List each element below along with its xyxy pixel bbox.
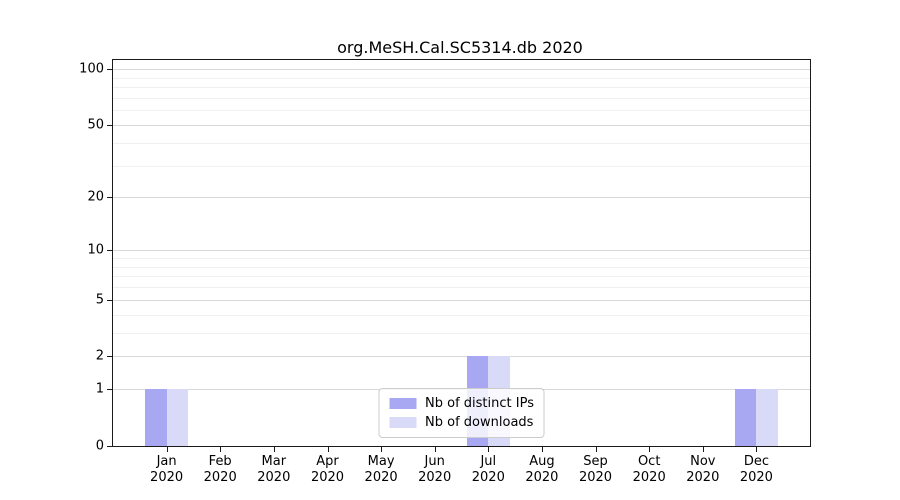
gridline-major [113, 197, 810, 199]
x-tick-year: 2020 [203, 470, 237, 485]
legend-label: Nb of distinct IPs [425, 396, 534, 411]
y-axis-tick-label: 0 [95, 438, 104, 454]
x-tick-mark [381, 447, 383, 452]
x-axis-tick-label: Nov 2020 [686, 454, 719, 486]
x-tick-year: 2020 [418, 470, 452, 485]
y-axis-tick-label: 20 [87, 189, 104, 205]
y-tick-mark [107, 250, 112, 252]
x-axis-tick-label: Dec 2020 [740, 454, 773, 486]
x-tick-year: 2020 [257, 470, 291, 485]
x-tick-month: Apr [316, 454, 339, 469]
x-axis-tick-label: Jun 2020 [418, 454, 451, 486]
gridline-major [113, 250, 810, 252]
gridline-minor [113, 266, 810, 268]
gridline-minor [113, 332, 810, 334]
x-axis-tick-label: Apr 2020 [311, 454, 344, 486]
x-tick-year: 2020 [686, 470, 720, 485]
legend-color-swatch-icon [389, 398, 417, 409]
x-tick-year: 2020 [471, 470, 505, 485]
x-tick-month: Mar [261, 454, 287, 469]
y-tick-mark [107, 389, 112, 391]
x-tick-year: 2020 [739, 470, 773, 485]
x-tick-mark [595, 447, 597, 452]
gridline-major [113, 69, 810, 71]
plot-area: 0 1 2 5 10 20 50 100 Jan 2020 Feb 2020 Mar 2020 Apr 20… [79, 59, 811, 485]
gridline-minor [113, 258, 810, 259]
x-axis-tick-label: Oct 2020 [633, 454, 666, 486]
bar-distinct-ips [145, 389, 167, 446]
x-tick-year: 2020 [364, 470, 398, 485]
gridline-major [113, 125, 810, 126]
gridline-minor [113, 110, 810, 112]
x-axis-tick-label: Mar 2020 [257, 454, 290, 486]
x-tick-month: Dec [743, 454, 769, 469]
x-tick-year: 2020 [578, 470, 613, 485]
y-axis-tick-label: 50 [87, 117, 104, 133]
y-tick-mark [107, 356, 112, 358]
x-tick-mark [488, 447, 490, 452]
x-tick-month: Nov [690, 454, 716, 469]
legend-label: Nb of downloads [425, 415, 534, 430]
x-tick-month: Sep [583, 454, 608, 469]
y-axis-tick-label: 10 [87, 242, 104, 258]
bar-distinct-ips [734, 389, 757, 446]
x-tick-mark [649, 447, 651, 452]
y-axis-tick-label: 100 [79, 61, 104, 77]
x-axis-tick-label: Feb 2020 [204, 454, 237, 486]
x-axis-tick-label: Jul 2020 [472, 454, 505, 486]
x-tick-month: Jun [424, 454, 445, 469]
x-tick-mark [541, 447, 543, 452]
x-tick-mark [434, 447, 436, 452]
gridline-minor [113, 314, 810, 316]
bar-downloads [756, 389, 778, 446]
gridline-minor [113, 87, 810, 89]
x-tick-mark [166, 447, 168, 452]
x-tick-mark [756, 447, 758, 452]
x-tick-year: 2020 [632, 470, 666, 485]
x-tick-year: 2020 [525, 470, 559, 485]
x-tick-year: 2020 [310, 470, 345, 485]
legend: Nb of distinct IPs Nb of downloads [378, 388, 545, 438]
x-tick-month: May [367, 454, 395, 469]
gridline-minor [113, 287, 810, 289]
x-tick-month: Aug [529, 454, 555, 469]
x-axis-tick-label: May 2020 [365, 454, 398, 486]
y-tick-mark [107, 69, 112, 71]
gridline-minor [113, 276, 810, 278]
x-tick-month: Jan [156, 454, 177, 469]
x-tick-mark [273, 447, 275, 452]
legend-item: Nb of downloads [389, 415, 534, 430]
gridline-minor [113, 97, 810, 99]
legend-color-swatch-icon [389, 417, 417, 428]
gridline-major [113, 356, 810, 358]
x-tick-year: 2020 [150, 470, 184, 485]
legend-item: Nb of distinct IPs [389, 396, 534, 411]
gridline-minor [113, 165, 810, 167]
y-tick-mark [107, 446, 112, 447]
x-tick-mark [220, 447, 222, 452]
x-axis-tick-label: Sep 2020 [579, 454, 612, 486]
x-axis-tick-label: Aug 2020 [525, 454, 558, 486]
y-axis-tick-label: 2 [95, 348, 104, 364]
y-tick-mark [107, 299, 112, 301]
x-tick-month: Feb [208, 454, 232, 469]
x-tick-month: Oct [637, 454, 661, 469]
gridline-minor [113, 142, 810, 144]
x-axis-tick-label: Jan 2020 [150, 454, 183, 486]
chart-title: org.MeSH.Cal.SC5314.db 2020 [337, 38, 583, 57]
gridline-major [113, 299, 810, 301]
y-axis-tick-label: 5 [95, 292, 104, 308]
gridline-minor [113, 77, 810, 79]
y-tick-mark [107, 125, 112, 126]
x-tick-mark [702, 447, 704, 452]
y-axis-tick-label: 1 [95, 381, 104, 397]
x-tick-mark [327, 447, 329, 452]
y-tick-mark [107, 197, 112, 199]
bar-downloads [166, 389, 188, 446]
x-tick-month: Jul [480, 454, 497, 469]
